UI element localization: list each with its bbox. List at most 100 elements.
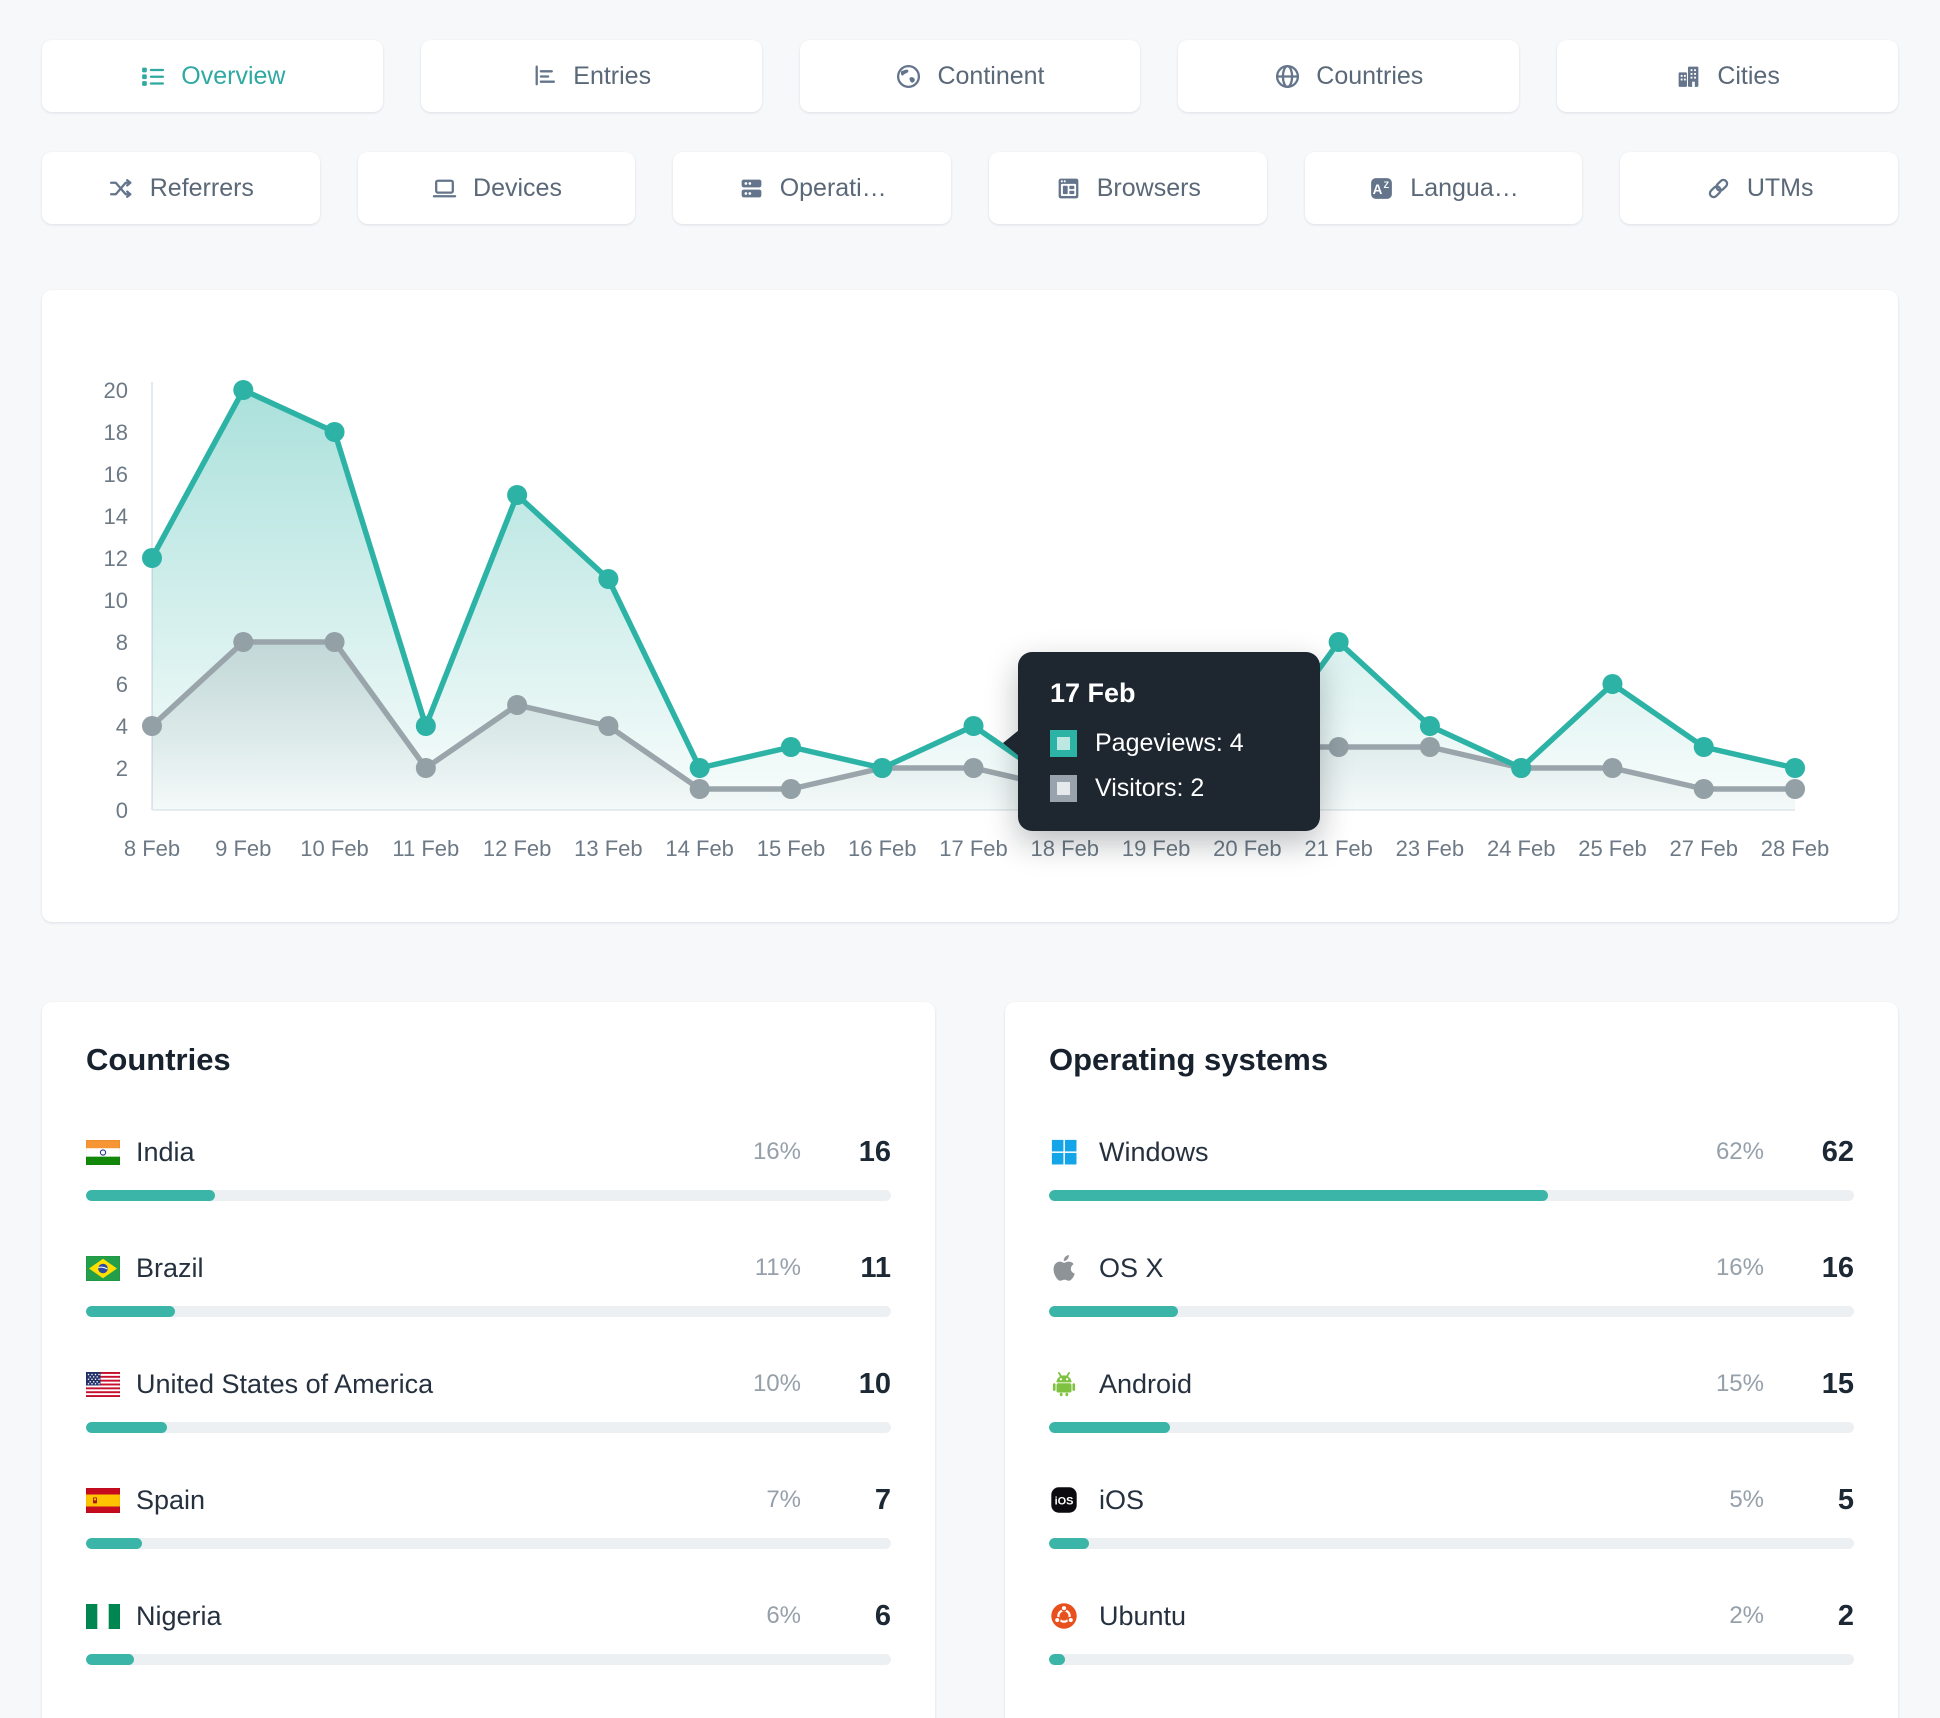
tab-entries[interactable]: Entries	[420, 40, 762, 112]
tab-browsers[interactable]: Browsers	[989, 152, 1267, 224]
android-logo	[1049, 1369, 1087, 1399]
visitors-point[interactable]	[689, 779, 710, 799]
item-count: 2	[1837, 1599, 1854, 1632]
apple-logo	[1049, 1253, 1087, 1283]
panel-title: Operating systems	[1049, 1042, 1329, 1077]
item-count: 11	[860, 1251, 891, 1284]
pageviews-point[interactable]	[415, 716, 436, 736]
list-item-head: Windows 62% 62	[1049, 1132, 1854, 1172]
progress-fill	[86, 1306, 175, 1317]
progress-fill	[1049, 1190, 1549, 1201]
list-item-brazil[interactable]: Brazil 11% 11	[86, 1248, 891, 1317]
pageviews-visitors-chart[interactable]: 0 2 4 6 8 10 12 14 16 18 20 8 Feb 9 Feb 10 Feb 11 Feb 1…	[82, 324, 1858, 880]
stat-panels: Countries India 16% 16 Brazil 11% 11 United Sta…	[42, 1002, 1898, 1718]
list-item-ubuntu[interactable]: Ubuntu 2% 2	[1049, 1596, 1854, 1665]
tab-utms[interactable]: UTMs	[1620, 152, 1899, 224]
visitors-point[interactable]	[963, 758, 984, 778]
shuffle-icon	[108, 175, 135, 202]
flag-spain	[86, 1487, 124, 1513]
pageviews-point[interactable]	[598, 569, 619, 589]
pageviews-area	[152, 390, 1796, 810]
x-tick-label: 18 Feb	[1031, 836, 1100, 861]
pageviews-point[interactable]	[963, 716, 984, 736]
tab-devices[interactable]: Devices	[357, 152, 636, 224]
list-item-spain[interactable]: Spain 7% 7	[86, 1480, 891, 1549]
list-item-head: Nigeria 6% 6	[86, 1596, 891, 1636]
buildings-icon	[1675, 63, 1702, 90]
pageviews-point[interactable]	[1511, 758, 1532, 778]
chart-wrap: 0 2 4 6 8 10 12 14 16 18 20 8 Feb 9 Feb 10 Feb 11 Feb 1…	[82, 324, 1858, 880]
item-count: 15	[1821, 1367, 1854, 1400]
pageviews-point[interactable]	[1602, 674, 1623, 694]
tab-label: Continent	[937, 61, 1045, 90]
list-item-nigeria[interactable]: Nigeria 6% 6	[86, 1596, 891, 1665]
pageviews-point[interactable]	[142, 548, 162, 568]
pageviews-point[interactable]	[233, 380, 254, 400]
tab-label: Langua…	[1410, 173, 1519, 202]
visitors-point[interactable]	[1785, 779, 1806, 799]
list-item-ios[interactable]: iOS iOS 5% 5	[1049, 1480, 1854, 1549]
item-count: 62	[1821, 1135, 1854, 1168]
globe-icon	[1274, 63, 1301, 90]
visitors-point[interactable]	[1328, 737, 1349, 757]
visitors-point[interactable]	[780, 779, 801, 799]
visitors-swatch-icon	[1050, 775, 1077, 802]
visitors-point[interactable]	[415, 758, 436, 778]
list-item-android[interactable]: Android 15% 15	[1049, 1364, 1854, 1433]
pageviews-point[interactable]	[780, 737, 801, 757]
y-tick-label: 12	[104, 546, 128, 571]
pageviews-point[interactable]	[1419, 716, 1440, 736]
pageviews-point[interactable]	[1785, 758, 1806, 778]
pageviews-point[interactable]	[507, 485, 528, 505]
y-tick-label: 6	[116, 672, 128, 697]
x-tick-label: 10 Feb	[300, 836, 369, 861]
tab-overview[interactable]: Overview	[42, 40, 383, 112]
visitors-point[interactable]	[142, 716, 162, 736]
tab-row-secondary: Referrers Devices Operati… Browsers A Z Langua…	[42, 152, 1899, 224]
visitors-point[interactable]	[1602, 758, 1623, 778]
visitors-point[interactable]	[1419, 737, 1440, 757]
item-percent: 7%	[766, 1486, 801, 1513]
svg-text:Z: Z	[1384, 179, 1390, 189]
progress-fill	[1049, 1306, 1178, 1317]
list-item-windows[interactable]: Windows 62% 62	[1049, 1132, 1854, 1201]
x-tick-label: 12 Feb	[483, 836, 552, 861]
list-item-head: Ubuntu 2% 2	[1049, 1596, 1854, 1636]
tab-cities[interactable]: Cities	[1557, 40, 1898, 112]
tab-countries[interactable]: Countries	[1178, 40, 1520, 112]
visitors-point[interactable]	[324, 632, 345, 652]
tab-continent[interactable]: Continent	[799, 40, 1141, 112]
flag-nigeria	[86, 1603, 124, 1629]
x-tick-label: 25 Feb	[1578, 836, 1647, 861]
visitors-point[interactable]	[1693, 779, 1714, 799]
tab-langua[interactable]: A Z Langua…	[1304, 152, 1583, 224]
pageviews-swatch-icon	[1050, 730, 1077, 757]
tab-referrers[interactable]: Referrers	[42, 152, 320, 224]
y-tick-label: 10	[104, 588, 128, 613]
list-item-united-states-of-america[interactable]: United States of America 10% 10	[86, 1364, 891, 1433]
tab-operati[interactable]: Operati…	[673, 152, 952, 224]
list-item-india[interactable]: India 16% 16	[86, 1132, 891, 1201]
pageviews-point[interactable]	[1328, 632, 1349, 652]
pageviews-point[interactable]	[872, 758, 893, 778]
x-tick-label: 24 Feb	[1487, 836, 1556, 861]
list-item-os-x[interactable]: OS X 16% 16	[1049, 1248, 1854, 1317]
visitors-point[interactable]	[233, 632, 254, 652]
progress-track	[1049, 1306, 1854, 1317]
item-count: 10	[858, 1367, 891, 1400]
item-percent: 2%	[1729, 1602, 1764, 1629]
flag-usa	[86, 1371, 124, 1397]
tooltip-row: Pageviews: 4	[1050, 729, 1288, 758]
tab-row-primary: Overview Entries Continent Countries Cities	[42, 40, 1898, 112]
pageviews-point[interactable]	[1693, 737, 1714, 757]
y-tick-label: 20	[104, 378, 128, 403]
pageviews-point[interactable]	[324, 422, 345, 442]
y-tick-label: 4	[116, 714, 128, 739]
pageviews-point[interactable]	[689, 758, 710, 778]
progress-track	[86, 1654, 891, 1665]
progress-track	[86, 1306, 891, 1317]
visitors-point[interactable]	[598, 716, 619, 736]
item-name: Nigeria	[136, 1600, 222, 1631]
visitors-point[interactable]	[507, 695, 528, 715]
x-tick-label: 21 Feb	[1304, 836, 1373, 861]
